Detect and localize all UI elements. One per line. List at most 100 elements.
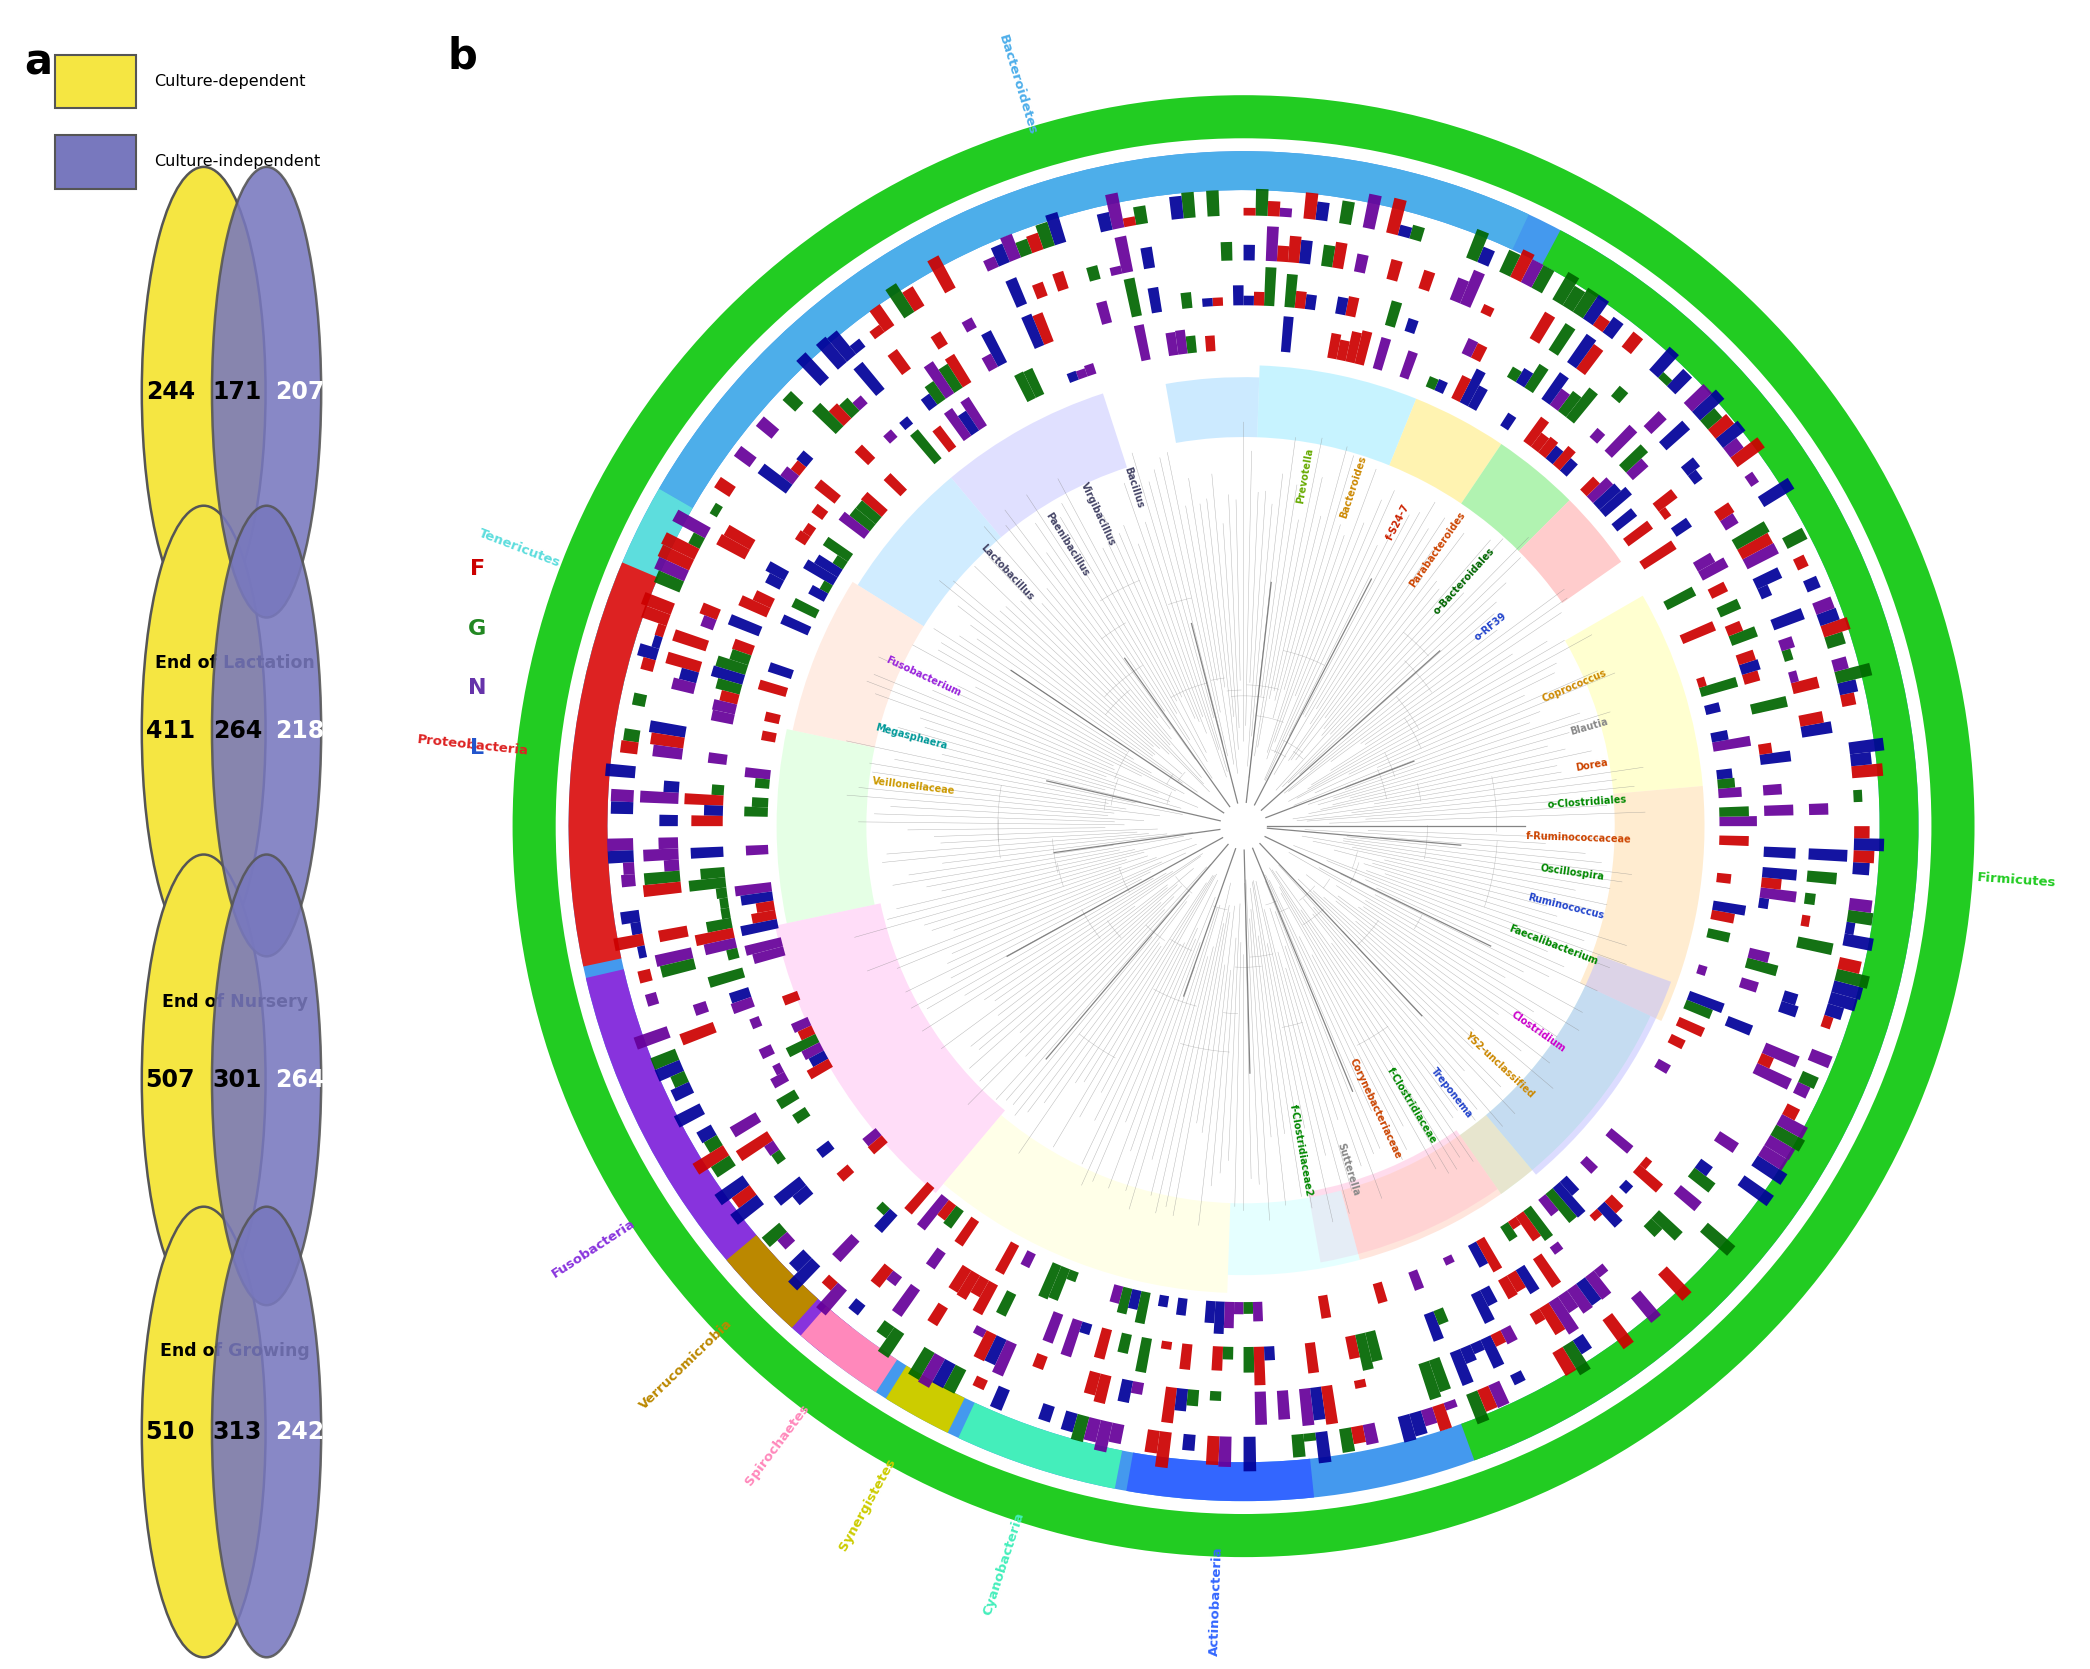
- Wedge shape: [1586, 477, 1613, 502]
- Wedge shape: [782, 391, 803, 412]
- Wedge shape: [1386, 197, 1407, 235]
- Wedge shape: [1708, 582, 1728, 599]
- Wedge shape: [930, 330, 949, 350]
- Wedge shape: [951, 394, 1127, 537]
- Wedge shape: [1693, 552, 1716, 572]
- Wedge shape: [1300, 240, 1313, 264]
- Wedge shape: [995, 1242, 1020, 1275]
- Wedge shape: [1845, 921, 1856, 935]
- Wedge shape: [803, 559, 838, 586]
- Wedge shape: [1549, 389, 1570, 411]
- Wedge shape: [943, 1205, 963, 1228]
- Wedge shape: [1850, 753, 1873, 766]
- Wedge shape: [1039, 1404, 1055, 1422]
- Wedge shape: [1580, 1157, 1599, 1173]
- Wedge shape: [1848, 898, 1873, 913]
- Wedge shape: [1346, 330, 1363, 364]
- Text: YS2-unclassified: YS2-unclassified: [1463, 1030, 1536, 1100]
- Wedge shape: [1854, 826, 1871, 838]
- Wedge shape: [690, 846, 723, 860]
- Ellipse shape: [211, 506, 322, 956]
- Text: L: L: [470, 738, 485, 758]
- Text: 171: 171: [213, 381, 261, 404]
- Wedge shape: [715, 1175, 750, 1205]
- Wedge shape: [1024, 367, 1045, 397]
- Wedge shape: [1087, 265, 1101, 282]
- Wedge shape: [1532, 1253, 1561, 1288]
- Text: 301: 301: [213, 1068, 261, 1092]
- Wedge shape: [1854, 838, 1885, 851]
- Wedge shape: [1716, 768, 1733, 779]
- Text: Prevotella: Prevotella: [1296, 447, 1315, 504]
- Wedge shape: [775, 903, 1005, 1193]
- Wedge shape: [1852, 863, 1871, 875]
- Wedge shape: [717, 534, 750, 559]
- Wedge shape: [1553, 272, 1580, 305]
- Wedge shape: [761, 1223, 788, 1247]
- Wedge shape: [1095, 300, 1112, 325]
- Wedge shape: [1444, 1399, 1457, 1410]
- Wedge shape: [1020, 1250, 1037, 1268]
- Wedge shape: [1390, 399, 1501, 504]
- Wedge shape: [754, 778, 769, 789]
- Wedge shape: [1737, 1175, 1774, 1207]
- Wedge shape: [1147, 287, 1162, 314]
- Text: Firmicutes: Firmicutes: [1977, 871, 2057, 890]
- Wedge shape: [1179, 1344, 1193, 1370]
- Wedge shape: [1400, 350, 1417, 379]
- Wedge shape: [792, 598, 819, 619]
- Wedge shape: [1419, 270, 1436, 292]
- Wedge shape: [621, 910, 640, 925]
- Wedge shape: [886, 1365, 966, 1432]
- Text: Virgibacillus: Virgibacillus: [1078, 481, 1118, 547]
- Wedge shape: [1639, 541, 1676, 569]
- Wedge shape: [790, 1016, 811, 1033]
- Wedge shape: [1363, 194, 1381, 230]
- Wedge shape: [1093, 1420, 1112, 1452]
- Wedge shape: [1718, 778, 1735, 789]
- Wedge shape: [1837, 679, 1858, 696]
- Wedge shape: [1233, 285, 1244, 305]
- Wedge shape: [729, 649, 752, 666]
- Wedge shape: [1812, 596, 1835, 614]
- Wedge shape: [771, 1150, 786, 1165]
- Wedge shape: [732, 996, 754, 1015]
- Wedge shape: [1166, 332, 1179, 355]
- Wedge shape: [984, 1335, 1007, 1365]
- Wedge shape: [648, 721, 688, 738]
- Wedge shape: [798, 1025, 815, 1040]
- Wedge shape: [997, 1290, 1016, 1317]
- Wedge shape: [1689, 1168, 1716, 1193]
- Wedge shape: [792, 1107, 811, 1123]
- Wedge shape: [1603, 1314, 1634, 1349]
- Wedge shape: [1315, 1430, 1331, 1464]
- Wedge shape: [759, 679, 788, 698]
- Text: 244: 244: [146, 381, 194, 404]
- Wedge shape: [1762, 866, 1797, 881]
- Text: 510: 510: [146, 1420, 194, 1444]
- Wedge shape: [928, 1302, 949, 1327]
- Wedge shape: [1499, 250, 1522, 277]
- Wedge shape: [761, 731, 777, 743]
- Wedge shape: [819, 581, 834, 594]
- Wedge shape: [959, 1402, 1122, 1489]
- Wedge shape: [1737, 532, 1772, 559]
- Wedge shape: [1206, 1435, 1221, 1465]
- Wedge shape: [817, 1140, 834, 1158]
- Wedge shape: [823, 537, 853, 562]
- Wedge shape: [1469, 1340, 1484, 1354]
- Wedge shape: [621, 875, 635, 888]
- Wedge shape: [1465, 1390, 1490, 1424]
- Wedge shape: [679, 1021, 717, 1045]
- Wedge shape: [1791, 676, 1820, 694]
- Wedge shape: [832, 556, 849, 569]
- Wedge shape: [1835, 968, 1871, 988]
- Wedge shape: [1820, 1015, 1833, 1030]
- Wedge shape: [1267, 227, 1279, 262]
- Wedge shape: [1156, 1430, 1172, 1469]
- Wedge shape: [1804, 576, 1820, 592]
- Wedge shape: [1254, 1392, 1267, 1425]
- Wedge shape: [1854, 850, 1875, 863]
- Wedge shape: [1624, 521, 1653, 546]
- Wedge shape: [1210, 1390, 1221, 1400]
